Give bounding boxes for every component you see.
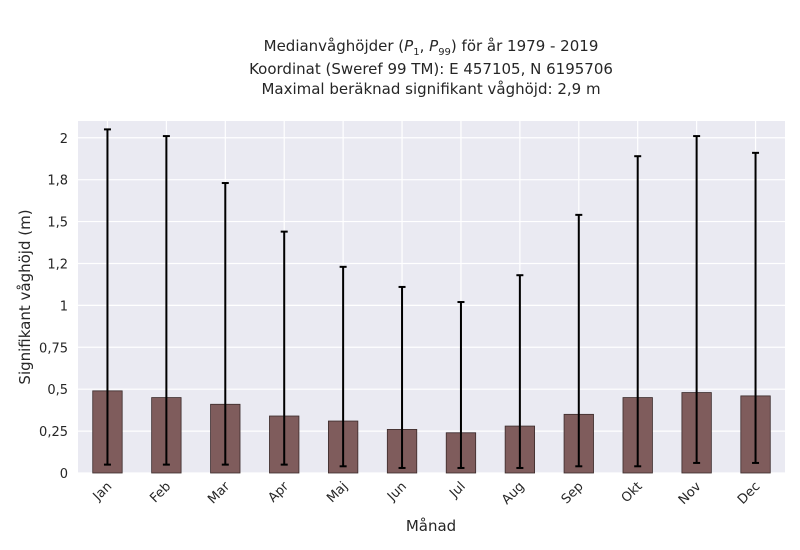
y-tick-label: 1,8 (47, 174, 68, 189)
x-tick-label-sep: Sep (559, 479, 587, 507)
y-tick-label: 2 (60, 132, 68, 147)
x-tick-label-jan: Jan (90, 479, 115, 504)
x-tick-label-dec: Dec (735, 479, 763, 507)
x-tick-label-maj: Maj (324, 479, 351, 506)
title-p-symbol: P (429, 37, 439, 55)
title-p-symbol: P (404, 37, 414, 55)
errorbar-sep (575, 213, 583, 468)
title-prefix-text: Medianvåghöjder ( (264, 37, 405, 55)
y-tick-label: 1 (60, 299, 68, 314)
x-tick-label-apr: Apr (266, 479, 293, 506)
x-tick-label-aug: Aug (499, 479, 528, 508)
title-line-3: Maximal beräknad signifikant våghöjd: 2,… (261, 80, 600, 98)
y-tick-label: 0 (60, 467, 68, 482)
errorbar-jul (457, 301, 465, 469)
errorbar-okt (634, 155, 642, 468)
x-tick-label-mar: Mar (205, 479, 233, 507)
errorbar-feb (162, 135, 170, 466)
y-axis: 0 0,25 0,5 0,75 1 1,2 1,5 1,8 2 (39, 132, 68, 482)
y-tick-label: 0,75 (39, 341, 68, 356)
chart-title: Medianvåghöjder (P1, P99) för år 1979 - … (249, 37, 613, 98)
x-tick-label-jun: Jun (384, 479, 410, 505)
errorbar-jan (103, 128, 111, 466)
y-tick-label: 1,5 (47, 216, 68, 231)
x-tick-label-nov: Nov (676, 479, 705, 508)
x-tick-label-okt: Okt (619, 479, 646, 506)
y-tick-label: 0,25 (39, 425, 68, 440)
title-subscript-low: 1 (413, 47, 419, 58)
title-line-1: Medianvåghöjder (P1, P99) för år 1979 - … (264, 37, 599, 58)
errorbar-apr (280, 230, 288, 466)
title-subscript-high: 99 (438, 47, 451, 58)
errorbar-maj (339, 265, 347, 468)
plot-area (78, 121, 785, 473)
title-comma: , (420, 37, 430, 55)
y-axis-label: Signifikant våghöjd (m) (16, 209, 34, 384)
errorbar-aug (516, 274, 524, 469)
title-suffix-text: ) för år 1979 - 2019 (451, 37, 598, 55)
title-line-2: Koordinat (Sweref 99 TM): E 457105, N 61… (249, 60, 613, 78)
x-tick-label-feb: Feb (147, 479, 174, 506)
errorbar-dec (752, 151, 760, 464)
errorbar-mar (221, 182, 229, 466)
errorbar-nov (693, 135, 701, 464)
x-axis-label: Månad (406, 517, 456, 535)
errorbar-jun (398, 285, 406, 469)
error-bars (103, 128, 760, 469)
y-tick-label: 1,2 (47, 257, 68, 272)
x-axis: Jan Feb Mar Apr Maj Jun Jul Aug Sep Okt Nov Dec (90, 479, 764, 508)
y-tick-label: 0,5 (47, 383, 68, 398)
x-tick-label-jul: Jul (446, 479, 468, 501)
